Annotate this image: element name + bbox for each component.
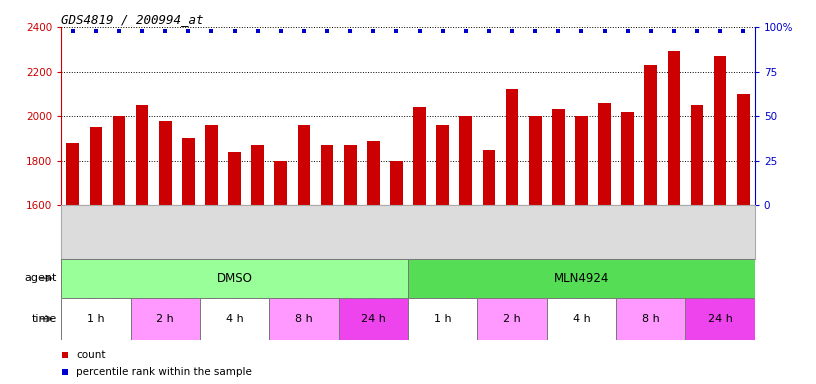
- Bar: [529, 116, 542, 205]
- Text: 1 h: 1 h: [434, 314, 451, 324]
- Bar: [667, 51, 681, 205]
- Bar: [437, 125, 449, 205]
- Bar: [269, 298, 339, 340]
- Bar: [90, 127, 102, 205]
- Bar: [182, 139, 195, 205]
- Bar: [298, 125, 310, 205]
- Bar: [598, 103, 611, 205]
- Bar: [61, 298, 131, 340]
- Text: GDS4819 / 200994_at: GDS4819 / 200994_at: [61, 13, 204, 26]
- Bar: [200, 298, 269, 340]
- Bar: [714, 56, 726, 205]
- Text: DMSO: DMSO: [217, 272, 252, 285]
- Bar: [408, 259, 755, 298]
- Bar: [552, 109, 565, 205]
- Bar: [477, 298, 547, 340]
- Bar: [547, 298, 616, 340]
- Text: 2 h: 2 h: [157, 314, 174, 324]
- Bar: [66, 143, 79, 205]
- Text: count: count: [76, 350, 105, 360]
- Text: time: time: [32, 314, 57, 324]
- Bar: [690, 105, 703, 205]
- Bar: [135, 105, 149, 205]
- Bar: [131, 298, 200, 340]
- Text: 4 h: 4 h: [226, 314, 243, 324]
- Text: 8 h: 8 h: [295, 314, 313, 324]
- Bar: [367, 141, 379, 205]
- Bar: [274, 161, 287, 205]
- Bar: [228, 152, 241, 205]
- Text: 24 h: 24 h: [361, 314, 386, 324]
- Bar: [575, 116, 588, 205]
- Bar: [413, 107, 426, 205]
- Bar: [482, 150, 495, 205]
- Bar: [685, 298, 755, 340]
- Bar: [390, 161, 403, 205]
- Text: 2 h: 2 h: [503, 314, 521, 324]
- Bar: [321, 145, 334, 205]
- Text: 24 h: 24 h: [707, 314, 733, 324]
- Text: 8 h: 8 h: [642, 314, 659, 324]
- Bar: [205, 125, 218, 205]
- Bar: [737, 94, 750, 205]
- Bar: [251, 145, 264, 205]
- Bar: [61, 259, 408, 298]
- Text: agent: agent: [24, 273, 57, 283]
- Bar: [506, 89, 518, 205]
- Bar: [113, 116, 126, 205]
- Bar: [159, 121, 171, 205]
- Bar: [408, 298, 477, 340]
- Text: percentile rank within the sample: percentile rank within the sample: [76, 367, 252, 377]
- Text: 1 h: 1 h: [87, 314, 104, 324]
- Text: MLN4924: MLN4924: [554, 272, 609, 285]
- Bar: [621, 112, 634, 205]
- Bar: [459, 116, 472, 205]
- Bar: [339, 298, 408, 340]
- Text: 4 h: 4 h: [573, 314, 590, 324]
- Bar: [344, 145, 357, 205]
- Bar: [645, 65, 657, 205]
- Bar: [616, 298, 685, 340]
